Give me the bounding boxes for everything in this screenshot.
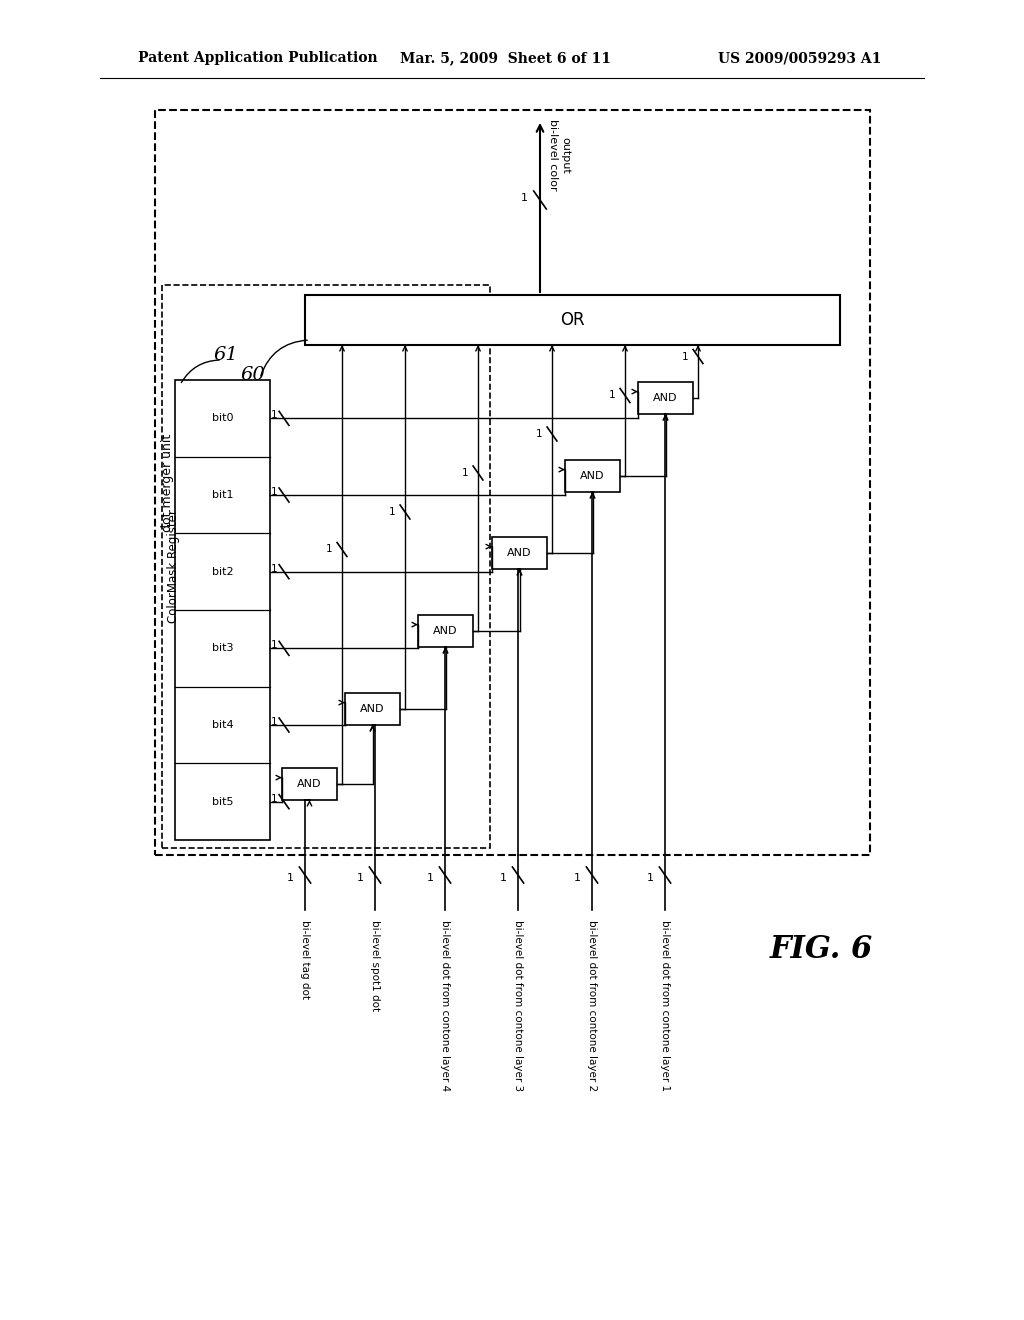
- Text: FIG. 6: FIG. 6: [770, 935, 873, 965]
- Text: AND: AND: [653, 393, 678, 403]
- Text: ColorMask Register: ColorMask Register: [168, 510, 180, 623]
- Text: 1: 1: [462, 469, 468, 478]
- Text: bit4: bit4: [212, 719, 233, 730]
- Text: 1: 1: [270, 411, 278, 420]
- Text: bit1: bit1: [212, 490, 233, 500]
- Bar: [305, 294, 840, 345]
- Text: 1: 1: [388, 507, 395, 517]
- Text: 1: 1: [500, 873, 507, 883]
- Text: AND: AND: [297, 779, 322, 789]
- Text: 1: 1: [270, 717, 278, 727]
- Bar: [162, 285, 490, 847]
- Text: 60: 60: [240, 366, 265, 384]
- Text: bi-level color: bi-level color: [548, 119, 558, 191]
- Text: bit0: bit0: [212, 413, 233, 424]
- Text: Mar. 5, 2009  Sheet 6 of 11: Mar. 5, 2009 Sheet 6 of 11: [400, 51, 611, 65]
- Text: OR: OR: [560, 312, 585, 329]
- Text: 1: 1: [357, 873, 364, 883]
- Text: bit2: bit2: [212, 566, 233, 577]
- Text: bi-level dot from contone layer 1: bi-level dot from contone layer 1: [660, 920, 670, 1092]
- Bar: [565, 459, 620, 492]
- Bar: [282, 768, 337, 800]
- Bar: [492, 537, 547, 569]
- Text: 1: 1: [287, 873, 294, 883]
- Bar: [155, 110, 870, 855]
- Text: 1: 1: [270, 564, 278, 574]
- Text: bi-level dot from contone layer 4: bi-level dot from contone layer 4: [440, 920, 450, 1092]
- Text: bit3: bit3: [212, 643, 233, 653]
- Text: 1: 1: [270, 487, 278, 498]
- Text: 1: 1: [270, 640, 278, 651]
- Bar: [638, 381, 693, 414]
- Text: bit5: bit5: [212, 797, 233, 807]
- Text: 1: 1: [270, 793, 278, 804]
- Text: AND: AND: [581, 471, 605, 480]
- Text: 1: 1: [521, 193, 528, 203]
- Text: 1: 1: [681, 351, 688, 362]
- Text: AND: AND: [507, 548, 531, 558]
- Text: US 2009/0059293 A1: US 2009/0059293 A1: [718, 51, 882, 65]
- Text: bi-level tag dot: bi-level tag dot: [300, 920, 310, 999]
- Text: dot merger unit: dot merger unit: [162, 433, 174, 532]
- Text: bi-level dot from contone layer 2: bi-level dot from contone layer 2: [587, 920, 597, 1092]
- Text: Patent Application Publication: Patent Application Publication: [138, 51, 378, 65]
- Text: AND: AND: [360, 704, 385, 714]
- Bar: [345, 693, 400, 725]
- Text: bi-level dot from contone layer 3: bi-level dot from contone layer 3: [513, 920, 523, 1092]
- Text: 1: 1: [427, 873, 434, 883]
- Text: 1: 1: [536, 429, 542, 440]
- Text: AND: AND: [433, 626, 458, 636]
- Text: 1: 1: [326, 544, 332, 554]
- Text: 1: 1: [647, 873, 654, 883]
- Bar: [175, 380, 270, 840]
- Text: 1: 1: [574, 873, 581, 883]
- Text: bi-level spot1 dot: bi-level spot1 dot: [370, 920, 380, 1011]
- Text: 61: 61: [213, 346, 238, 364]
- Bar: [418, 615, 473, 647]
- Text: 1: 1: [608, 391, 615, 400]
- Text: output: output: [560, 137, 570, 173]
